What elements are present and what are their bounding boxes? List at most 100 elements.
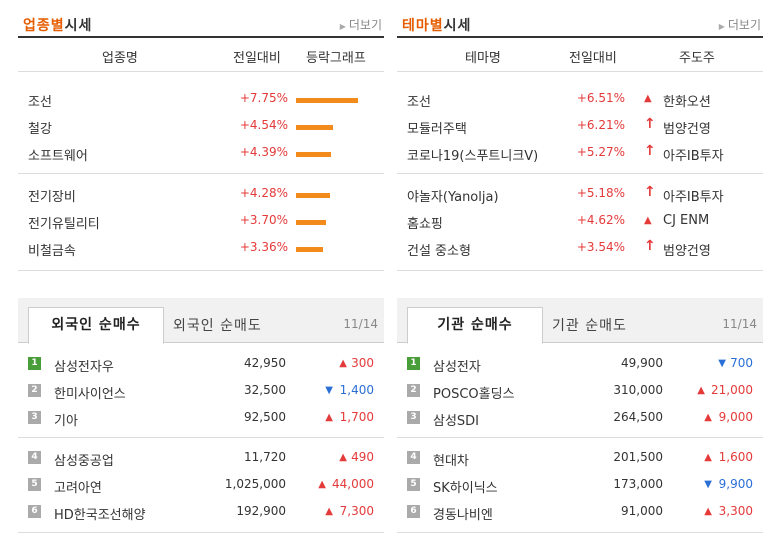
- stock-price: 91,000: [621, 504, 663, 518]
- stock-name[interactable]: 삼성전자우: [54, 360, 114, 375]
- industry-row[interactable]: 비철금속 +3.36%: [18, 235, 384, 262]
- industry-row[interactable]: 철강 +4.54%: [18, 113, 384, 140]
- rank-badge: 2: [28, 384, 41, 397]
- tab-foreign-net-sell[interactable]: 외국인 순매도: [173, 318, 262, 334]
- industry-more-link[interactable]: ▶ 더보기: [339, 18, 382, 32]
- tab-institution-net-buy[interactable]: 기관 순매수: [407, 307, 543, 344]
- up-triangle-icon: ▲: [644, 93, 652, 104]
- theme-name[interactable]: 건설 중소형: [407, 244, 471, 259]
- stock-price: 264,500: [613, 410, 663, 424]
- up-triangle-icon: ▲: [704, 452, 712, 463]
- col-theme-name: 테마명: [465, 51, 501, 66]
- up-triangle-icon: ▲: [325, 412, 333, 423]
- stock-row[interactable]: 2 POSCO홀딩스 310,000 ▲ 21,000: [397, 378, 763, 405]
- stock-row[interactable]: 5 SK하이닉스 173,000 ▼ 9,900: [397, 472, 763, 499]
- stock-change: 7,300: [339, 504, 374, 518]
- industry-name[interactable]: 비철금속: [28, 244, 76, 259]
- stock-price: 49,900: [621, 356, 663, 370]
- rank-badge: 1: [28, 357, 41, 370]
- stock-price: 1,025,000: [224, 477, 286, 491]
- theme-name[interactable]: 야놀자(Yanolja): [407, 190, 499, 205]
- industry-row[interactable]: 소프트웨어 +4.39%: [18, 140, 384, 167]
- rank-badge: 1: [407, 357, 420, 370]
- foreign-panel: 외국인 순매수 외국인 순매도 11/14 1 삼성전자우 42,950 ▲ 300 2 한…: [18, 298, 384, 533]
- group-divider: [18, 437, 384, 438]
- industry-name[interactable]: 조선: [28, 95, 52, 110]
- stock-name[interactable]: 경동나비엔: [433, 508, 493, 523]
- theme-leader-stock[interactable]: 아주IB투자: [663, 190, 724, 205]
- col-graph: 등락그래프: [306, 51, 366, 66]
- stock-price: 192,900: [236, 504, 286, 518]
- stock-name[interactable]: 현대차: [433, 454, 469, 469]
- industry-name[interactable]: 소프트웨어: [28, 149, 88, 164]
- theme-row[interactable]: 코로나19(스푸트니크V) +5.27% ↑ 아주IB투자: [397, 140, 763, 167]
- industry-name[interactable]: 전기장비: [28, 190, 76, 205]
- stock-price: 173,000: [613, 477, 663, 491]
- stock-name[interactable]: POSCO홀딩스: [433, 387, 515, 402]
- stock-change: 300: [351, 356, 374, 370]
- theme-leader-stock[interactable]: 아주IB투자: [663, 149, 724, 164]
- theme-leader-stock[interactable]: 범양건영: [663, 244, 711, 259]
- industry-rate-bar: [296, 193, 331, 198]
- tab-institution-net-sell[interactable]: 기관 순매도: [552, 318, 627, 334]
- group-divider: [397, 437, 763, 438]
- stock-row[interactable]: 4 현대차 201,500 ▲ 1,600: [397, 445, 763, 472]
- chevron-right-icon: ▶: [718, 22, 725, 31]
- industry-panel: 업종별시세 ▶ 더보기 업종명 전일대비 등락그래프 조선 +7.75% 철강 +4.5…: [18, 10, 384, 271]
- industry-table-header: 업종명 전일대비 등락그래프: [18, 38, 384, 72]
- theme-name[interactable]: 홈쇼핑: [407, 217, 443, 232]
- theme-leader-stock[interactable]: 한화오션: [663, 95, 711, 110]
- rank-badge: 4: [28, 451, 41, 464]
- col-leader: 주도주: [679, 51, 715, 66]
- stock-row[interactable]: 4 삼성중공업 11,720 ▲ 490: [18, 445, 384, 472]
- theme-row[interactable]: 건설 중소형 +3.54% ↑ 범양건영: [397, 235, 763, 262]
- stock-name[interactable]: SK하이닉스: [433, 481, 498, 496]
- theme-name[interactable]: 모듈러주택: [407, 122, 467, 137]
- theme-name[interactable]: 코로나19(스푸트니크V): [407, 149, 539, 164]
- theme-row[interactable]: 조선 +6.51% ▲ 한화오션: [397, 86, 763, 113]
- stock-name[interactable]: 삼성중공업: [54, 454, 114, 469]
- stock-row[interactable]: 3 삼성SDI 264,500 ▲ 9,000: [397, 405, 763, 432]
- table-bottom-border: [18, 270, 384, 271]
- stock-name[interactable]: 기아: [54, 414, 78, 429]
- stock-row[interactable]: 6 경동나비엔 91,000 ▲ 3,300: [397, 499, 763, 526]
- theme-leader-stock[interactable]: CJ ENM: [663, 213, 710, 228]
- stock-name[interactable]: 한미사이언스: [54, 387, 126, 402]
- theme-row[interactable]: 홈쇼핑 +4.62% ▲ CJ ENM: [397, 208, 763, 235]
- stock-name[interactable]: 고려아연: [54, 481, 102, 496]
- theme-more-link[interactable]: ▶ 더보기: [718, 18, 761, 32]
- stock-row[interactable]: 1 삼성전자우 42,950 ▲ 300: [18, 351, 384, 378]
- industry-row[interactable]: 전기장비 +4.28%: [18, 181, 384, 208]
- stock-price: 310,000: [613, 383, 663, 397]
- stock-name[interactable]: HD한국조선해양: [54, 508, 146, 523]
- stock-row[interactable]: 6 HD한국조선해양 192,900 ▲ 7,300: [18, 499, 384, 526]
- industry-rate: +3.70%: [239, 213, 288, 227]
- stock-name[interactable]: 삼성전자: [433, 360, 481, 375]
- tab-foreign-net-buy[interactable]: 외국인 순매수: [28, 307, 164, 344]
- industry-rate: +4.54%: [239, 118, 288, 132]
- stock-row[interactable]: 1 삼성전자 49,900 ▼ 700: [397, 351, 763, 378]
- up-triangle-icon: ▲: [339, 358, 347, 369]
- stock-change: 1,600: [718, 450, 753, 464]
- rank-badge: 5: [28, 478, 41, 491]
- stock-price: 11,720: [244, 450, 286, 464]
- down-triangle-icon: ▼: [718, 358, 726, 369]
- theme-leader-stock[interactable]: 범양건영: [663, 122, 711, 137]
- industry-name[interactable]: 철강: [28, 122, 52, 137]
- upper-limit-arrow-icon: ↑: [644, 184, 656, 200]
- theme-name[interactable]: 조선: [407, 95, 431, 110]
- stock-row[interactable]: 5 고려아연 1,025,000 ▲ 44,000: [18, 472, 384, 499]
- industry-name[interactable]: 전기유틸리티: [28, 217, 100, 232]
- theme-rate: +4.62%: [576, 213, 625, 227]
- stock-row[interactable]: 3 기아 92,500 ▲ 1,700: [18, 405, 384, 432]
- industry-panel-title: 업종별시세: [23, 18, 93, 34]
- theme-row[interactable]: 야놀자(Yanolja) +5.18% ↑ 아주IB투자: [397, 181, 763, 208]
- theme-row[interactable]: 모듈러주택 +6.21% ↑ 범양건영: [397, 113, 763, 140]
- stock-row[interactable]: 2 한미사이언스 32,500 ▼ 1,400: [18, 378, 384, 405]
- industry-rate-bar: [296, 98, 358, 103]
- industry-row[interactable]: 전기유틸리티 +3.70%: [18, 208, 384, 235]
- stock-name[interactable]: 삼성SDI: [433, 414, 480, 429]
- industry-row[interactable]: 조선 +7.75%: [18, 86, 384, 113]
- up-triangle-icon: ▲: [318, 479, 326, 490]
- industry-rate: +4.28%: [239, 186, 288, 200]
